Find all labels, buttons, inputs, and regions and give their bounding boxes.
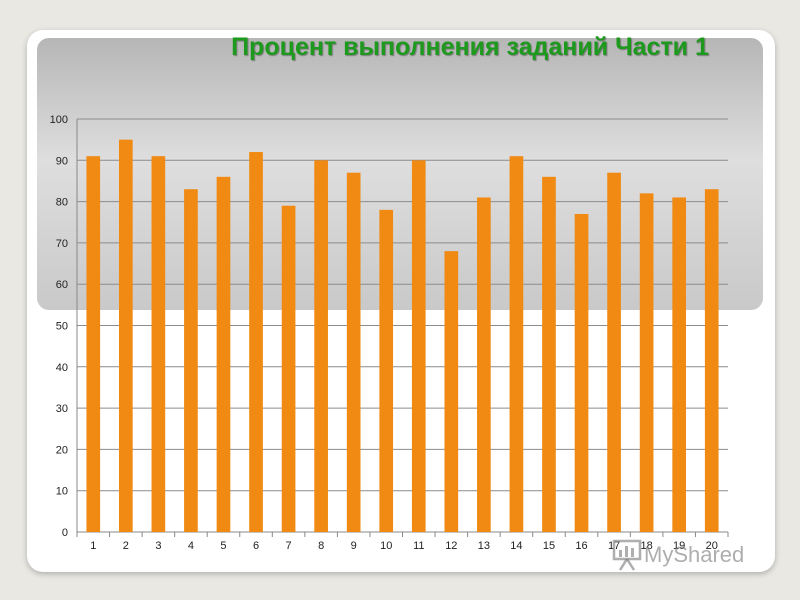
bar — [411, 160, 426, 533]
bar — [151, 156, 166, 533]
x-tick-label: 20 — [706, 540, 718, 552]
y-tick-label: 60 — [56, 279, 68, 291]
bar — [118, 139, 133, 532]
x-tick-label: 9 — [351, 540, 357, 552]
x-tick-label: 4 — [188, 540, 194, 552]
x-tick-label: 15 — [543, 540, 555, 552]
x-tick-label: 13 — [478, 540, 490, 552]
y-tick-label: 40 — [56, 362, 68, 374]
x-tick-label: 12 — [445, 540, 457, 552]
bar — [379, 209, 394, 533]
x-tick-label: 5 — [220, 540, 226, 552]
bar — [444, 251, 459, 532]
watermark: MyShared — [612, 537, 744, 573]
chart-title: Процент выполнения заданий Части 1 — [231, 33, 709, 61]
bar — [346, 172, 361, 532]
y-tick-label: 10 — [56, 486, 68, 498]
x-tick-label: 2 — [123, 540, 129, 552]
bar — [639, 193, 654, 532]
y-tick-label: 20 — [56, 444, 68, 456]
y-tick-label: 30 — [56, 403, 68, 415]
bar — [281, 205, 296, 533]
presentation-board-icon — [612, 539, 642, 571]
bar — [704, 189, 719, 532]
y-tick-label: 0 — [62, 527, 68, 539]
bar — [509, 156, 524, 533]
bar — [249, 152, 263, 533]
y-tick-label: 90 — [56, 155, 68, 167]
y-tick-label: 50 — [56, 321, 68, 333]
bar — [477, 197, 491, 532]
bar — [574, 213, 589, 533]
bar — [607, 172, 621, 532]
x-tick-label: 3 — [155, 540, 161, 552]
x-tick-label: 7 — [286, 540, 292, 552]
bar — [216, 176, 231, 532]
bar — [184, 189, 198, 532]
bar — [542, 176, 556, 532]
x-tick-label: 16 — [575, 540, 587, 552]
y-tick-label: 80 — [56, 197, 68, 209]
bar — [672, 197, 687, 532]
x-tick-label: 14 — [510, 540, 522, 552]
x-tick-label: 18 — [641, 540, 653, 552]
x-tick-label: 11 — [413, 540, 424, 552]
bar — [314, 160, 328, 533]
bar — [86, 156, 101, 533]
x-tick-label: 8 — [318, 540, 324, 552]
y-tick-label: 100 — [50, 114, 68, 126]
y-tick-label: 70 — [56, 238, 68, 250]
watermark-text: MyShared — [644, 542, 745, 567]
x-tick-label: 10 — [380, 540, 392, 552]
x-tick-label: 1 — [90, 540, 96, 552]
x-tick-label: 19 — [673, 540, 685, 552]
x-tick-label: 6 — [253, 540, 259, 552]
